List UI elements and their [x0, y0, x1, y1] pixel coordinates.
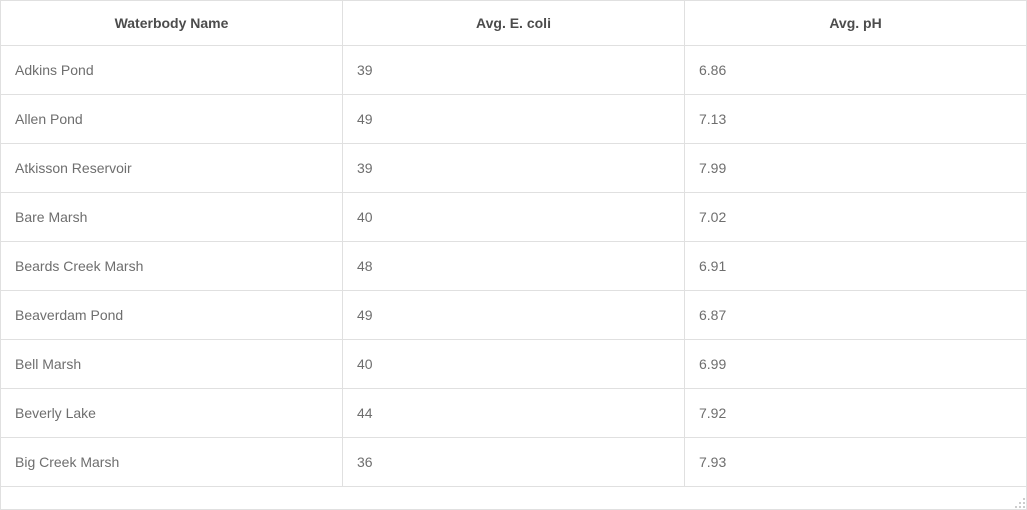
- cell-avg-ph: 6.91: [685, 242, 1026, 290]
- cell-avg-ecoli: 39: [343, 46, 685, 94]
- cell-waterbody-name: Beverly Lake: [1, 389, 343, 437]
- cell-waterbody-name: Allen Pond: [1, 95, 343, 143]
- cell-avg-ecoli: 49: [343, 291, 685, 339]
- cell-avg-ph: 7.02: [685, 193, 1026, 241]
- cell-avg-ecoli: 40: [343, 340, 685, 388]
- cell-avg-ph: 7.13: [685, 95, 1026, 143]
- cell-avg-ecoli: 44: [343, 389, 685, 437]
- cell-waterbody-name: Atkisson Reservoir: [1, 144, 343, 192]
- table-row[interactable]: Bare Marsh 40 7.02: [1, 193, 1026, 242]
- cell-avg-ph: 7.93: [685, 438, 1026, 486]
- cell-avg-ecoli: 49: [343, 95, 685, 143]
- table-row[interactable]: Beaverdam Pond 49 6.87: [1, 291, 1026, 340]
- cell-avg-ph: 6.87: [685, 291, 1026, 339]
- cell-waterbody-name: Bell Marsh: [1, 340, 343, 388]
- table-row[interactable]: Bell Marsh 40 6.99: [1, 340, 1026, 389]
- table-row[interactable]: Beards Creek Marsh 48 6.91: [1, 242, 1026, 291]
- column-header-waterbody-name[interactable]: Waterbody Name: [1, 1, 343, 45]
- table-row[interactable]: Adkins Pond 39 6.86: [1, 46, 1026, 95]
- cell-avg-ecoli: 39: [343, 144, 685, 192]
- cell-avg-ph: 6.99: [685, 340, 1026, 388]
- cell-waterbody-name: Adkins Pond: [1, 46, 343, 94]
- cell-waterbody-name: Big Creek Marsh: [1, 438, 343, 486]
- table-row[interactable]: Beverly Lake 44 7.92: [1, 389, 1026, 438]
- cell-waterbody-name: Beaverdam Pond: [1, 291, 343, 339]
- cell-waterbody-name: Beards Creek Marsh: [1, 242, 343, 290]
- cell-avg-ph: 7.99: [685, 144, 1026, 192]
- data-table: Waterbody Name Avg. E. coli Avg. pH Adki…: [0, 0, 1027, 510]
- table-row[interactable]: Atkisson Reservoir 39 7.99: [1, 144, 1026, 193]
- cell-avg-ph: 6.86: [685, 46, 1026, 94]
- cell-avg-ecoli: 48: [343, 242, 685, 290]
- cell-avg-ph: 7.92: [685, 389, 1026, 437]
- table-header-row: Waterbody Name Avg. E. coli Avg. pH: [1, 1, 1026, 46]
- table-row[interactable]: Big Creek Marsh 36 7.93: [1, 438, 1026, 487]
- column-header-avg-ph[interactable]: Avg. pH: [685, 1, 1026, 45]
- cell-avg-ecoli: 40: [343, 193, 685, 241]
- table-body-scroll[interactable]: Adkins Pond 39 6.86 Allen Pond 49 7.13 A…: [1, 46, 1026, 509]
- column-header-avg-ecoli[interactable]: Avg. E. coli: [343, 1, 685, 45]
- table-row[interactable]: Allen Pond 49 7.13: [1, 95, 1026, 144]
- cell-avg-ecoli: 36: [343, 438, 685, 486]
- cell-waterbody-name: Bare Marsh: [1, 193, 343, 241]
